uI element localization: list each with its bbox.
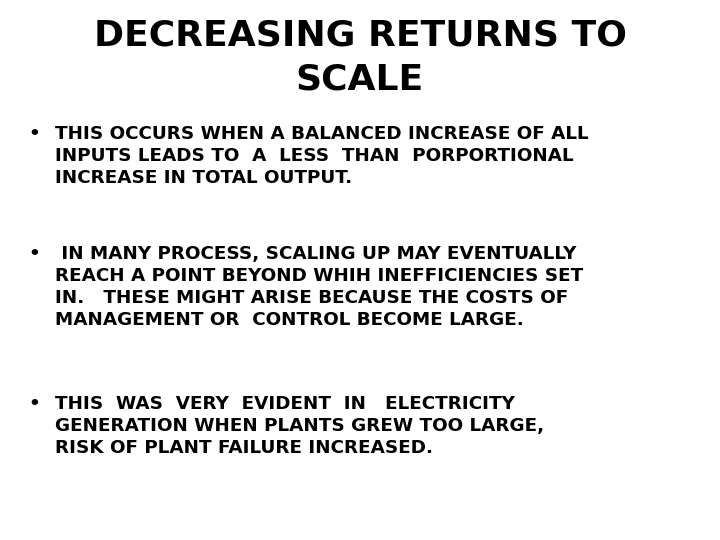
Text: IN.   THESE MIGHT ARISE BECAUSE THE COSTS OF: IN. THESE MIGHT ARISE BECAUSE THE COSTS … <box>55 289 568 307</box>
Text: IN MANY PROCESS, SCALING UP MAY EVENTUALLY: IN MANY PROCESS, SCALING UP MAY EVENTUAL… <box>55 245 577 263</box>
Text: MANAGEMENT OR  CONTROL BECOME LARGE.: MANAGEMENT OR CONTROL BECOME LARGE. <box>55 311 523 329</box>
Text: •: • <box>28 125 40 143</box>
Text: INCREASE IN TOTAL OUTPUT.: INCREASE IN TOTAL OUTPUT. <box>55 169 352 187</box>
Text: DECREASING RETURNS TO: DECREASING RETURNS TO <box>94 18 626 52</box>
Text: RISK OF PLANT FAILURE INCREASED.: RISK OF PLANT FAILURE INCREASED. <box>55 439 433 457</box>
Text: REACH A POINT BEYOND WHIH INEFFICIENCIES SET: REACH A POINT BEYOND WHIH INEFFICIENCIES… <box>55 267 583 285</box>
Text: •: • <box>28 245 40 263</box>
Text: INPUTS LEADS TO  A  LESS  THAN  PORPORTIONAL: INPUTS LEADS TO A LESS THAN PORPORTIONAL <box>55 147 574 165</box>
Text: GENERATION WHEN PLANTS GREW TOO LARGE,: GENERATION WHEN PLANTS GREW TOO LARGE, <box>55 417 544 435</box>
Text: SCALE: SCALE <box>296 62 424 96</box>
Text: •: • <box>28 395 40 413</box>
Text: THIS OCCURS WHEN A BALANCED INCREASE OF ALL: THIS OCCURS WHEN A BALANCED INCREASE OF … <box>55 125 589 143</box>
Text: THIS  WAS  VERY  EVIDENT  IN   ELECTRICITY: THIS WAS VERY EVIDENT IN ELECTRICITY <box>55 395 515 413</box>
